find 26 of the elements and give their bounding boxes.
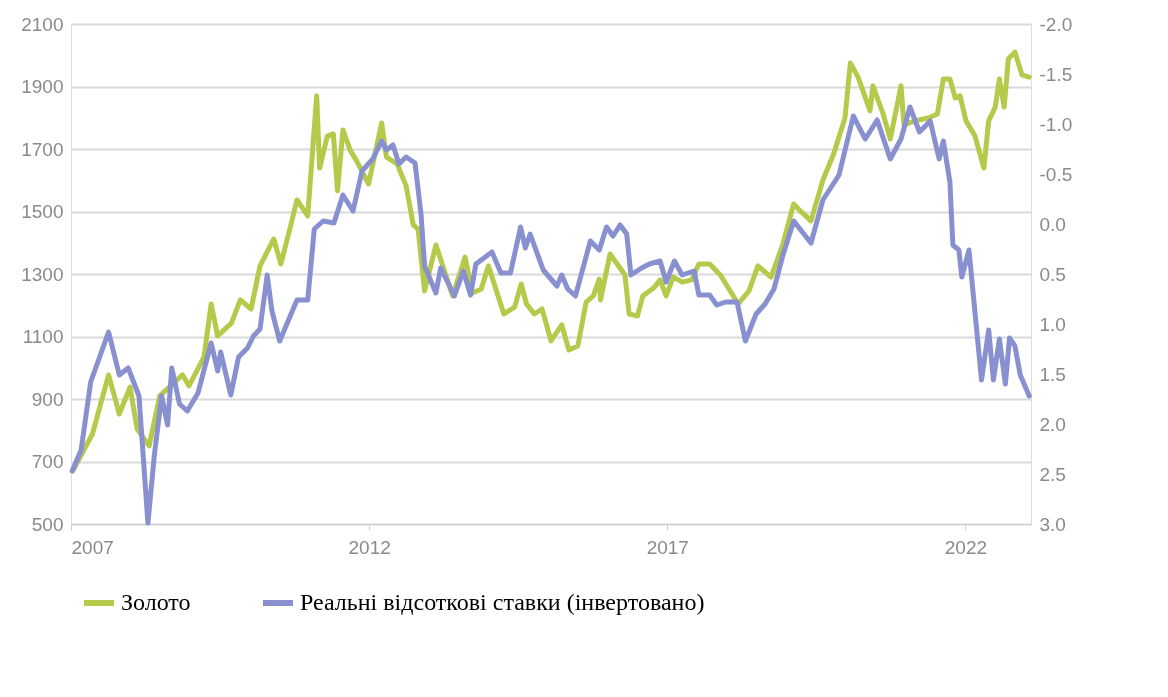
y2-tick-label: 0.0: [1039, 213, 1066, 235]
x-tick-label: 2012: [348, 536, 391, 558]
y2-tick-label: -0.5: [1039, 163, 1073, 185]
y2-tick-label: 0.5: [1039, 263, 1066, 285]
legend-label: Реальні відсоткові ставки (інвертовано): [300, 589, 705, 615]
y2-tick-label: 2.0: [1039, 413, 1066, 435]
x-tick-label: 2022: [944, 536, 988, 558]
y-tick-label: 900: [31, 388, 64, 410]
x-tick-label: 2007: [71, 536, 114, 558]
y-tick-label: 1700: [21, 138, 64, 160]
legend-label: Золото: [121, 589, 191, 615]
y-tick-label: 1500: [21, 201, 64, 222]
x-tick-label: 2017: [646, 536, 689, 558]
y2-tick-label: 2.5: [1039, 463, 1066, 485]
y-tick-label: 1300: [21, 263, 64, 285]
y2-tick-label: -2.0: [1039, 13, 1073, 35]
y2-tick-label: -1.0: [1039, 113, 1073, 135]
y-tick-label: 1900: [21, 76, 64, 97]
y2-tick-label: 1.0: [1039, 313, 1066, 335]
y-tick-label: 1100: [22, 326, 64, 347]
y2-tick-label: 3.0: [1039, 513, 1066, 535]
y-tick-label: 2100: [21, 13, 64, 35]
y2-tick-label: 1.5: [1039, 363, 1066, 385]
y-tick-label: 500: [31, 513, 64, 535]
y-tick-label: 700: [31, 451, 64, 472]
y2-tick-label: -1.5: [1039, 63, 1073, 85]
